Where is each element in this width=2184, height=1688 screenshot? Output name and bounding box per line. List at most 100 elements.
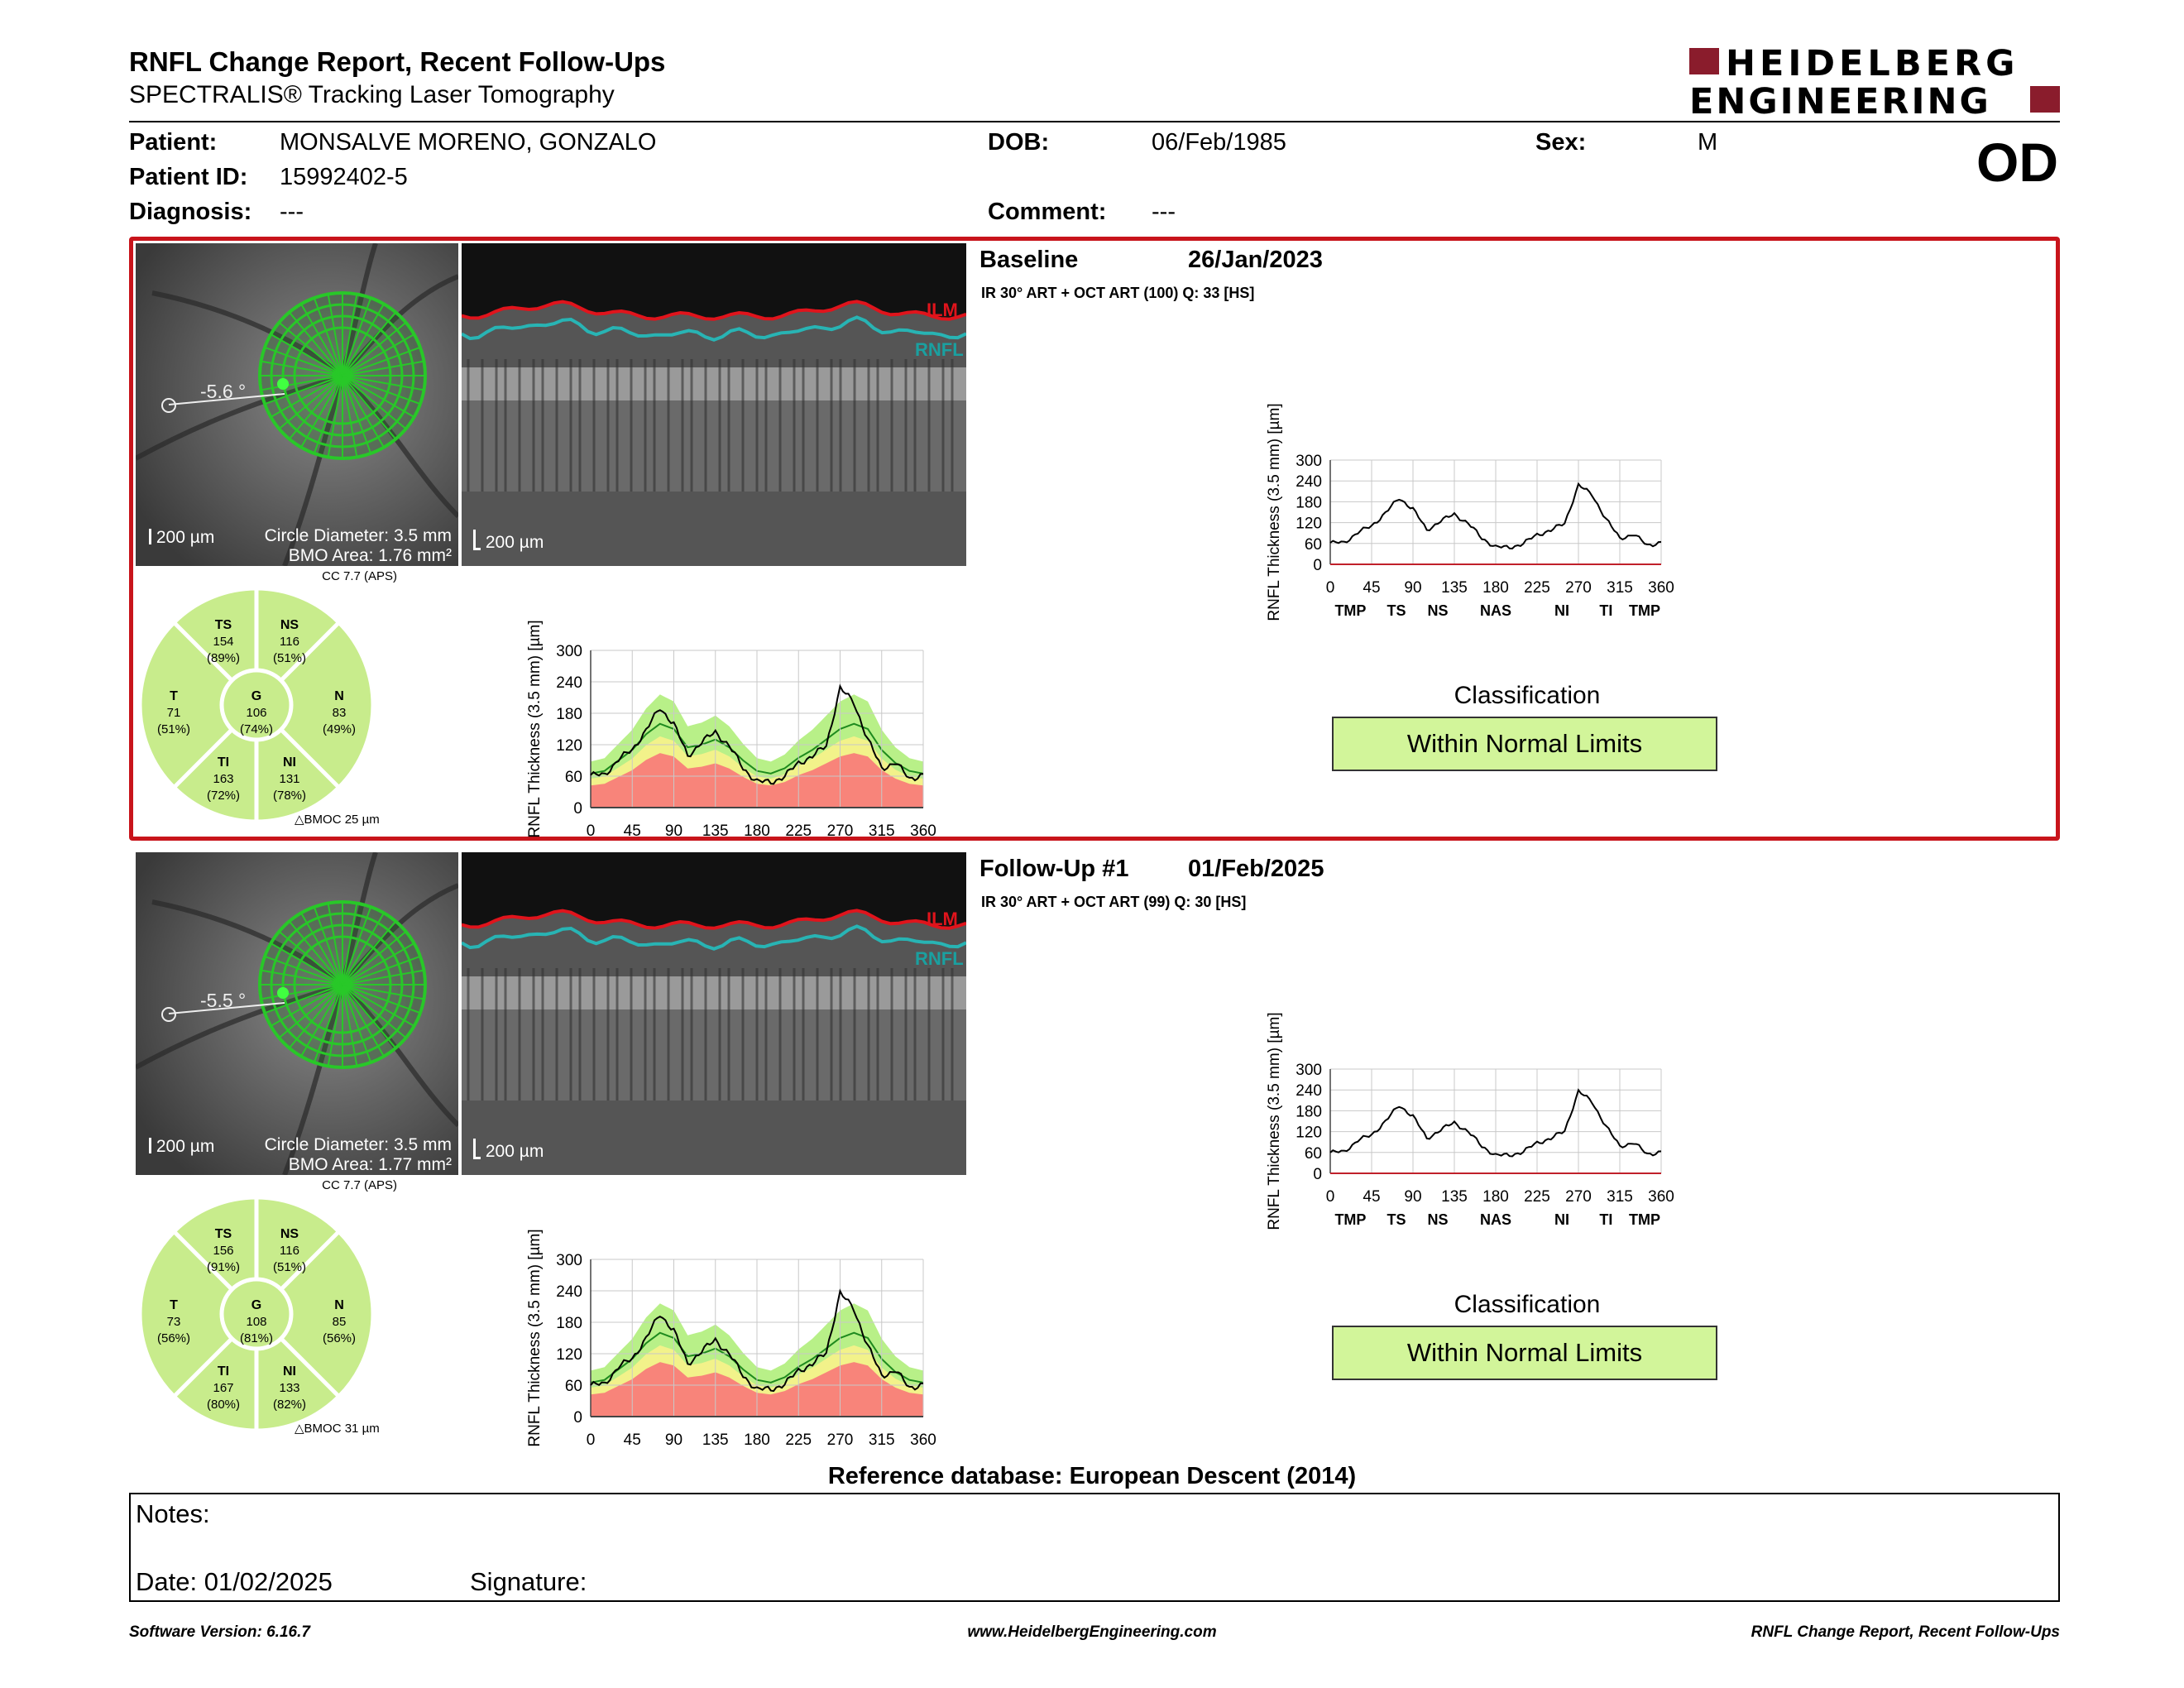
- global-sector: [219, 668, 294, 742]
- x-tick-label: 315: [869, 1431, 895, 1449]
- comment-value: ---: [1152, 199, 1176, 225]
- radial-scan-line: [342, 375, 415, 418]
- radial-scan-line: [342, 984, 358, 1067]
- radial-scan-line: [288, 920, 343, 985]
- scan-start-marker: [277, 378, 289, 390]
- y-tick-label: 240: [1296, 1082, 1322, 1100]
- radial-scan-line: [342, 984, 397, 1049]
- y-tick-label: 120: [1296, 1125, 1322, 1142]
- rpe-band: [462, 367, 966, 400]
- rnfl-thickness-line: [590, 683, 924, 785]
- sector-t-name: T: [170, 1298, 178, 1312]
- exam-date: 26/Jan/2023: [1188, 247, 1323, 273]
- y-tick-label: 60: [565, 769, 582, 786]
- sector-divider: [279, 621, 340, 683]
- radial-scan-line: [270, 333, 343, 376]
- radial-scan-line: [264, 955, 343, 985]
- radial-scan-line: [270, 984, 343, 1027]
- rnfl-profile-chart: 06012018024030004590135180225270315360TM…: [377, 1185, 973, 1495]
- scan-start-marker: [277, 987, 289, 999]
- sector-wheel: TS 156 (91%) NS 116 (51%) T 73 (56%) G 108 (81%) N 85…: [136, 1193, 377, 1435]
- y-axis-title: RNFL Thickness (3.5 mm) [µm]: [1266, 403, 1283, 621]
- sector-divider: [279, 1230, 340, 1292]
- oct-bscan: [462, 852, 966, 1175]
- radial-scan-line: [342, 984, 424, 1000]
- sector-n-value: 85: [333, 1315, 347, 1329]
- footer-report-name: RNFL Change Report, Recent Follow-Ups: [1751, 1623, 2060, 1641]
- sector-ts-name: TS: [215, 1227, 232, 1241]
- radial-scan-line: [300, 912, 343, 985]
- sector-t-value: 73: [167, 1315, 181, 1329]
- exam-title: Baseline: [979, 247, 1079, 273]
- radial-scan-line: [342, 311, 397, 376]
- sector-ts-percent: (89%): [207, 651, 240, 665]
- bmo-area: BMO Area: 1.76 mm²: [288, 546, 452, 565]
- y-tick-label: 300: [556, 1252, 582, 1269]
- x-tick-label: 315: [1607, 1188, 1633, 1206]
- choroid-band: [462, 400, 966, 492]
- sector-axis-label: TI: [1599, 1211, 1612, 1228]
- patient-id-value: 15992402-5: [280, 164, 408, 190]
- y-tick-label: 0: [1313, 1166, 1322, 1183]
- ilm-label: ILM: [927, 300, 958, 320]
- sector-ni-name: NI: [283, 755, 296, 770]
- radial-scan-line: [342, 984, 421, 1014]
- x-tick-label: 225: [785, 1431, 812, 1449]
- sector-axis-label: TI: [1599, 602, 1612, 619]
- x-tick-label: 90: [665, 822, 682, 840]
- sector-ni-percent: (82%): [273, 1398, 306, 1412]
- sector-wheel: TS 154 (89%) NS 116 (51%) T 71 (51%) G 106 (74%) N 83…: [136, 584, 377, 826]
- radial-scan-line: [342, 906, 372, 985]
- y-axis-title: RNFL Thickness (3.5 mm) [µm]: [526, 1229, 544, 1446]
- sector-ns-name: NS: [280, 1227, 299, 1241]
- rnfl-label: RNFL: [915, 948, 964, 969]
- rnfl-thickness-line: [590, 1288, 924, 1393]
- radial-scan-line: [342, 955, 421, 985]
- ilm-label: ILM: [927, 909, 958, 929]
- radial-scan-line: [313, 297, 343, 376]
- x-tick-label: 45: [1363, 1188, 1380, 1206]
- rnfl-profile-chart: 06012018024030004590135180225270315360TM…: [377, 576, 973, 886]
- sector-divider: [279, 1336, 340, 1398]
- sector-divider: [173, 1336, 234, 1398]
- radial-scan-line: [300, 303, 343, 376]
- sector-axis-label: NI: [1554, 1211, 1569, 1228]
- radial-scan-line: [278, 321, 343, 376]
- radial-scan-line: [270, 375, 343, 418]
- x-tick-label: 0: [587, 822, 596, 840]
- radial-scan-line: [327, 375, 343, 458]
- sector-axis-label: NAS: [1480, 1211, 1511, 1228]
- x-tick-label: 45: [624, 1431, 641, 1449]
- y-tick-label: 300: [556, 643, 582, 660]
- radial-scan-line: [342, 375, 424, 391]
- radial-scan-line: [261, 984, 343, 1000]
- baseline-exam: -5.6 ° 200 µm Circle Diameter: 3.5 mm BM…: [129, 237, 2060, 886]
- dob-label: DOB:: [988, 129, 1050, 156]
- chart-axes: 0 60 120 180 240 300 0 45 90 135 180 225 270 315 360 TM…: [1266, 1012, 1674, 1252]
- x-tick-label: 135: [1441, 1188, 1468, 1206]
- x-tick-label: 360: [1648, 579, 1674, 597]
- diagnosis-label: Diagnosis:: [129, 199, 252, 225]
- sector-divider: [173, 621, 234, 683]
- y-tick-label: 180: [556, 706, 582, 723]
- radial-scan-line: [313, 984, 343, 1063]
- rnfl-thickness-line: [1329, 1088, 1662, 1158]
- sector-ti-percent: (80%): [207, 1398, 240, 1412]
- reference-database: Reference database: European Descent (20…: [827, 1463, 1357, 1489]
- sector-divider: [173, 1230, 234, 1292]
- x-tick-label: 180: [744, 822, 770, 840]
- y-tick-label: 0: [573, 1409, 582, 1427]
- sector-ts-name: TS: [215, 618, 232, 632]
- x-tick-label: 180: [1482, 1188, 1509, 1206]
- sector-axis-label: TMP: [1629, 1211, 1660, 1228]
- oct-scale-bar: 200 µm: [473, 1139, 544, 1162]
- website-link[interactable]: www.HeidelbergEngineering.com: [967, 1623, 1217, 1641]
- x-tick-label: 90: [1404, 579, 1421, 597]
- radial-scan-line: [342, 294, 358, 376]
- rnfl-trend-chart: 0 60 120 180 240 300 0 45 90 135 180 225 270 315 360 TM…: [1188, 376, 1767, 643]
- radial-scan-line: [342, 969, 424, 985]
- x-tick-label: 360: [910, 1431, 936, 1449]
- x-tick-label: 315: [1607, 579, 1633, 597]
- sector-g-name: G: [251, 1298, 261, 1312]
- sector-ns-percent: (51%): [273, 651, 306, 665]
